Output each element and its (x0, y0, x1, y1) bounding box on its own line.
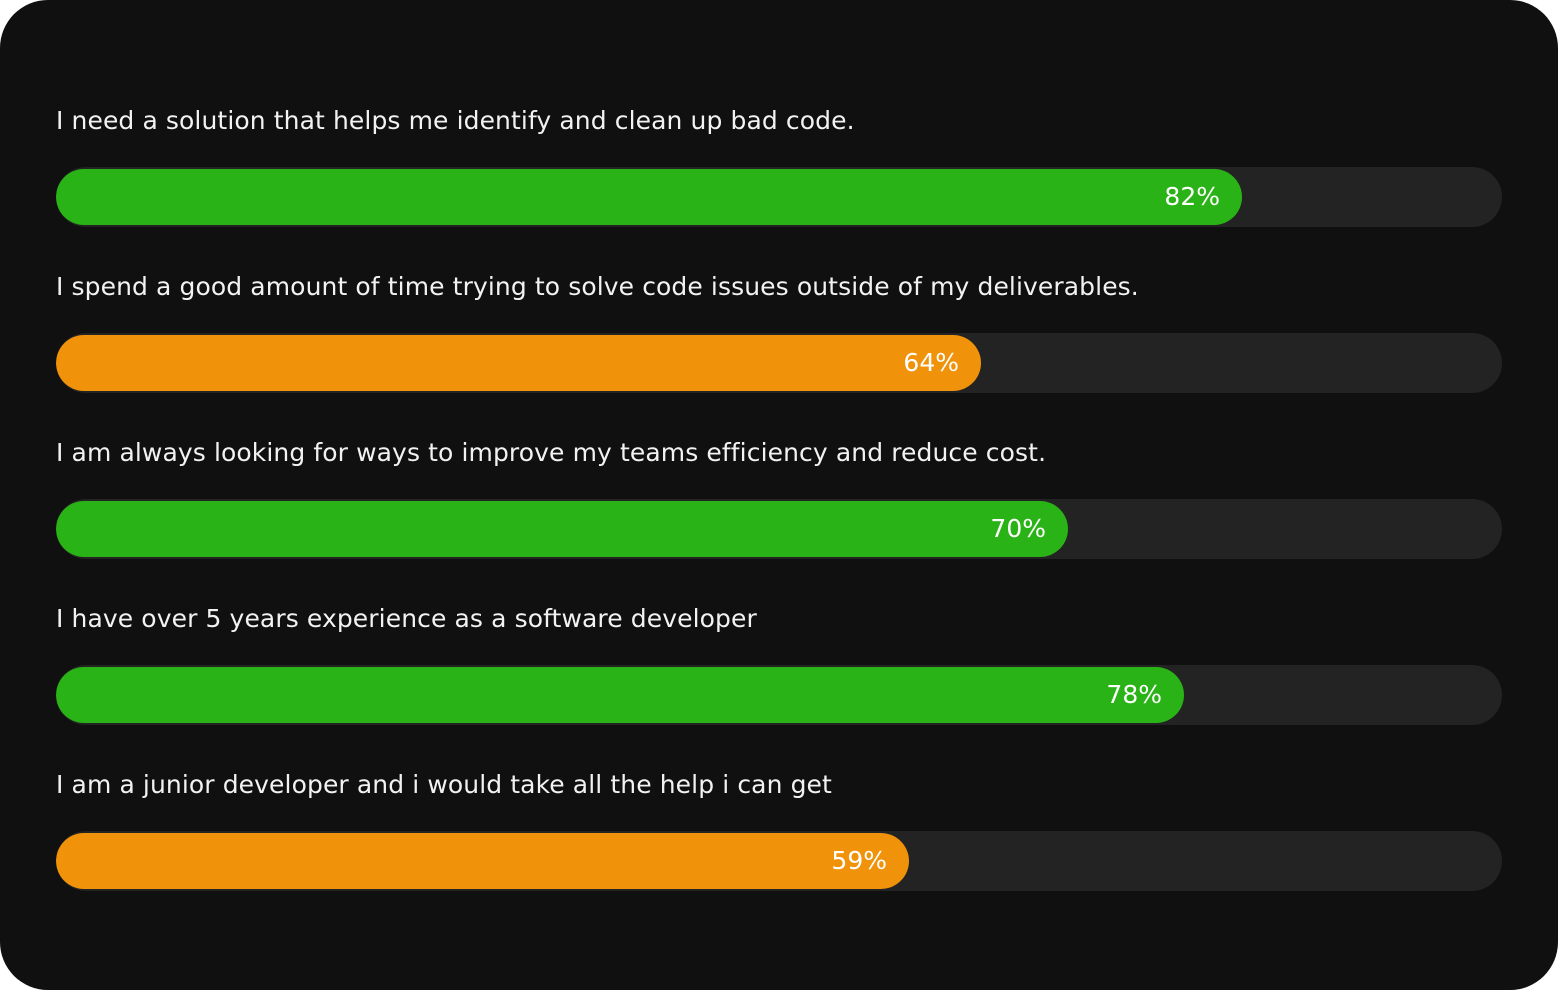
bar-fill: 78% (56, 667, 1184, 723)
bar-label: I spend a good amount of time trying to … (56, 272, 1139, 301)
bar-label: I am always looking for ways to improve … (56, 438, 1047, 467)
bar-value-label: 70% (990, 514, 1046, 543)
bar-fill: 59% (56, 833, 909, 889)
bar-track: 82% (56, 167, 1502, 227)
bar-label: I am a junior developer and i would take… (56, 770, 832, 799)
bar-label: I need a solution that helps me identify… (56, 106, 855, 135)
bar-value-label: 64% (903, 348, 959, 377)
bar-value-label: 59% (831, 846, 887, 875)
bar-track: 59% (56, 831, 1502, 891)
bar-track: 78% (56, 665, 1502, 725)
bar-fill: 64% (56, 335, 981, 391)
bar-value-label: 78% (1106, 680, 1162, 709)
bar-value-label: 82% (1164, 182, 1220, 211)
bar-track: 70% (56, 499, 1502, 559)
bar-label: I have over 5 years experience as a soft… (56, 604, 757, 633)
bar-fill: 82% (56, 169, 1242, 225)
bar-fill: 70% (56, 501, 1068, 557)
bar-track: 64% (56, 333, 1502, 393)
